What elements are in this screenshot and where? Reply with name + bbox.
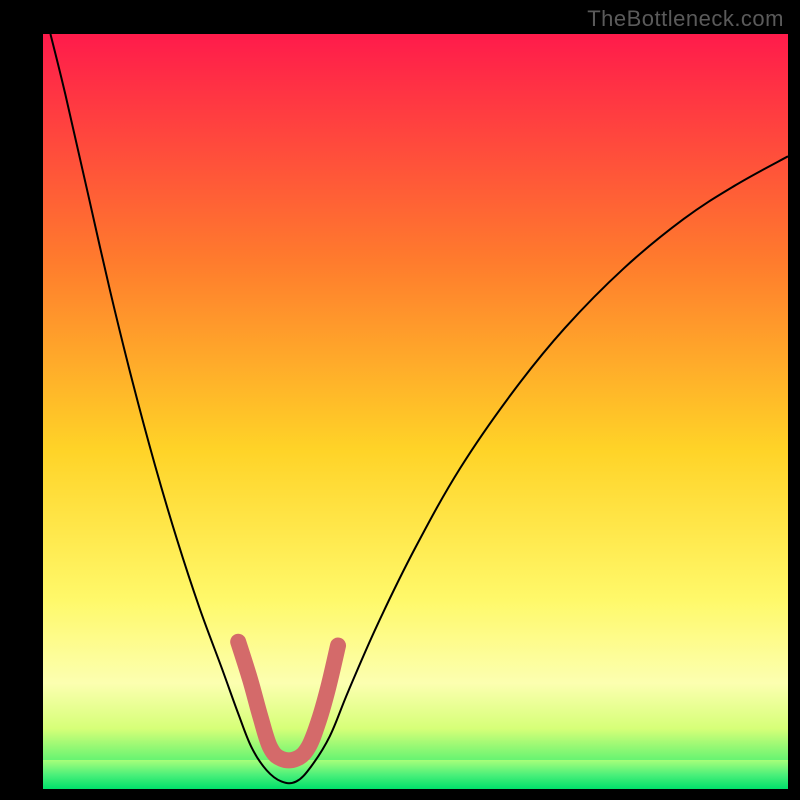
- plot-area: [43, 34, 788, 789]
- chart-svg: [43, 34, 788, 789]
- marker-u-overlay: [238, 642, 338, 761]
- bottleneck-curve: [50, 34, 788, 783]
- watermark-text: TheBottleneck.com: [587, 6, 784, 32]
